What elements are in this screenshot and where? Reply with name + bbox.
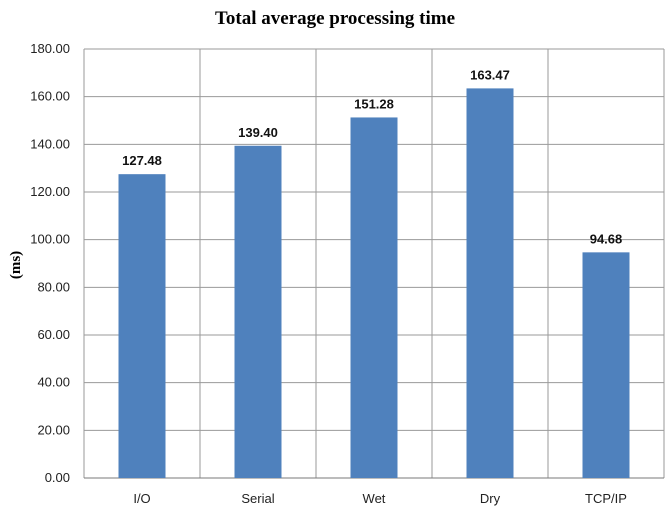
- y-tick-label: 40.00: [37, 375, 70, 390]
- y-axis-ticks: 0.00 20.00 40.00 60.00 80.00 100.00 120.00 140.…: [30, 41, 70, 485]
- data-label: 151.28: [354, 96, 394, 111]
- y-tick-label: 140.00: [30, 136, 70, 151]
- bar: [350, 117, 398, 478]
- y-tick-label: 0.00: [45, 470, 70, 485]
- bar: [118, 174, 166, 478]
- y-tick-label: 80.00: [37, 279, 70, 294]
- x-axis-categories: I/O Serial Wet Dry TCP/IP: [133, 491, 627, 506]
- bars: [118, 88, 630, 479]
- y-tick-label: 100.00: [30, 232, 70, 247]
- bar: [234, 145, 282, 478]
- x-category-label: TCP/IP: [585, 491, 627, 506]
- y-tick-label: 180.00: [30, 41, 70, 56]
- data-label: 94.68: [590, 231, 623, 246]
- y-tick-label: 160.00: [30, 89, 70, 104]
- x-category-label: Serial: [241, 491, 274, 506]
- data-label: 139.40: [238, 125, 278, 140]
- data-label: 127.48: [122, 153, 162, 168]
- bar: [582, 252, 630, 478]
- y-axis-label: (ms): [8, 251, 24, 279]
- data-labels: 127.48 139.40 151.28 163.47 94.68: [122, 67, 622, 246]
- x-category-label: Dry: [480, 491, 501, 506]
- bar: [466, 88, 514, 479]
- data-label: 163.47: [470, 67, 510, 82]
- x-category-label: I/O: [133, 491, 150, 506]
- y-tick-label: 60.00: [37, 327, 70, 342]
- x-category-label: Wet: [363, 491, 386, 506]
- chart-title: Total average processing time: [215, 8, 455, 29]
- y-tick-label: 120.00: [30, 184, 70, 199]
- y-tick-label: 20.00: [37, 422, 70, 437]
